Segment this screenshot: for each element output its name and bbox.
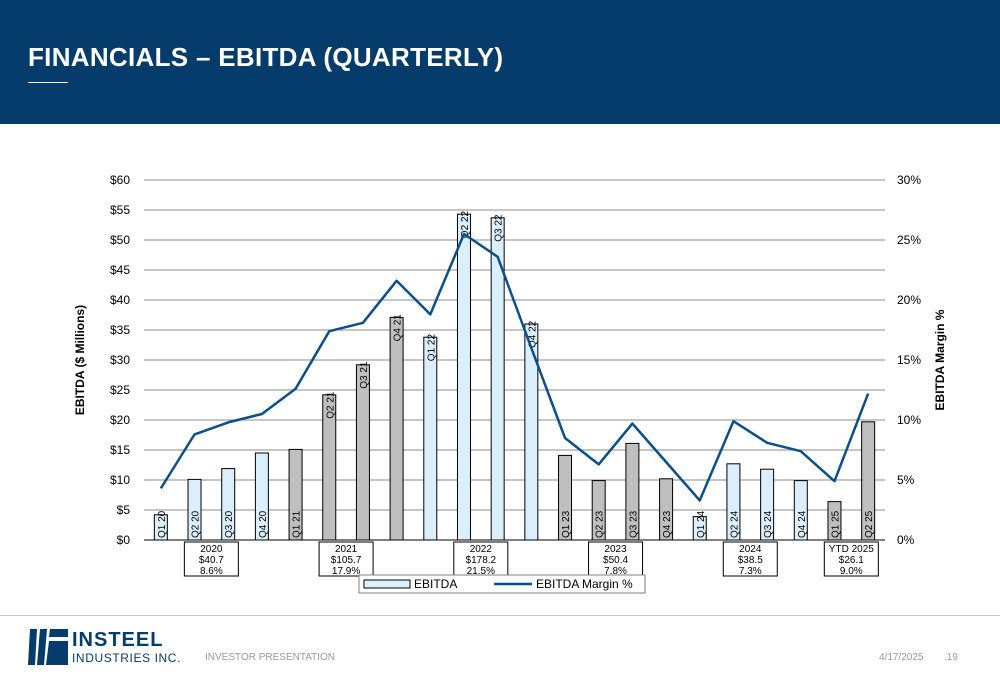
- y-tick-label: $15: [110, 443, 130, 457]
- annual-summary-text: $26.1: [839, 555, 864, 566]
- y-tick-label: $5: [117, 503, 131, 517]
- annual-summary-text: 9.0%: [840, 566, 863, 577]
- bar-ebitda: [524, 323, 539, 541]
- y-tick-label: $50: [110, 233, 130, 247]
- bar-category-label: Q4 23: [662, 510, 673, 538]
- line-ebitda-margin: [159, 232, 870, 502]
- annual-summary-box: [722, 541, 778, 577]
- bar-category-label: Q1 25: [830, 510, 841, 538]
- y-tick-label: $20: [110, 413, 130, 427]
- footer-divider: [0, 615, 1000, 616]
- annual-summary-text: 2020: [200, 544, 223, 555]
- y-axis-title: EBITDA ($ Millions): [73, 305, 87, 415]
- bar-category-label: Q2 20: [191, 510, 202, 538]
- header-banner: FINANCIALS – EBITDA (QUARTERLY): [0, 0, 1000, 124]
- annual-summary-text: 2024: [739, 544, 762, 555]
- bar-category-label: Q1 22: [426, 334, 437, 362]
- annual-summary-text: 7.8%: [604, 566, 627, 577]
- footer-date: 4/17/2025: [879, 652, 924, 663]
- bar-category-label: Q1 21: [292, 510, 303, 538]
- y2-tick-label: 5%: [897, 473, 915, 487]
- brand-subtitle: INDUSTRIES INC.: [72, 651, 182, 665]
- y-tick-label: $30: [110, 353, 130, 367]
- annual-summary-text: $50.4: [603, 555, 628, 566]
- annual-summary-text: 2022: [470, 544, 493, 555]
- annual-summary-text: 7.3%: [739, 566, 762, 577]
- footer-presentation-label: INVESTOR PRESENTATION: [205, 652, 336, 663]
- y2-tick-label: 10%: [897, 413, 921, 427]
- y2-tick-label: 0%: [897, 533, 915, 547]
- annual-summary-box: [453, 541, 509, 577]
- bar-ebitda: [355, 364, 370, 541]
- bar-category-label: Q3 22: [494, 214, 505, 242]
- annual-summary-text: 2021: [335, 544, 358, 555]
- bar-category-label: Q1 20: [157, 510, 168, 538]
- annual-summary-text: $105.7: [331, 555, 362, 566]
- annual-summary-text: YTD 2025: [829, 544, 874, 555]
- page-title: FINANCIALS – EBITDA (QUARTERLY): [28, 42, 504, 72]
- bar-category-label: Q4 24: [797, 510, 808, 538]
- y-tick-label: $45: [110, 263, 130, 277]
- annual-summary-box: [183, 541, 239, 577]
- annual-summary-text: $38.5: [738, 555, 763, 566]
- bar-category-label: Q1 23: [561, 510, 572, 538]
- bar-category-label: Q2 21: [325, 391, 336, 419]
- ebitda-chart: $0 $5 $10 $15 $20 $25 $30 $35 $40 $45 $50 $55 $60 0% 5…: [73, 173, 947, 594]
- annual-summary-box: [823, 541, 879, 577]
- insteel-logo-icon: [28, 629, 68, 665]
- y2-tick-label: 25%: [897, 233, 921, 247]
- annual-summary-text: 17.9%: [332, 566, 360, 577]
- y-tick-label: $25: [110, 383, 130, 397]
- legend-label-margin: EBITDA Margin %: [536, 577, 633, 591]
- y2-tick-label: 20%: [897, 293, 921, 307]
- bar-category-label: Q4 22: [527, 320, 538, 348]
- bar-category-label: Q2 24: [729, 510, 740, 538]
- bar-ebitda: [456, 213, 471, 541]
- y-tick-label: $0: [117, 533, 131, 547]
- annual-summary-text: $40.7: [199, 555, 224, 566]
- bar-category-label: Q2 22: [460, 211, 471, 239]
- legend-label-ebitda: EBITDA: [414, 577, 457, 591]
- y-tick-label: $40: [110, 293, 130, 307]
- y-tick-label: $35: [110, 323, 130, 337]
- bar-ebitda: [423, 336, 438, 541]
- legend-swatch-ebitda: [363, 579, 411, 589]
- brand-name: INSTEEL: [72, 629, 164, 651]
- bar-category-label: Q3 21: [359, 361, 370, 389]
- annual-summary-text: 2023: [604, 544, 627, 555]
- footer-page-number: .19: [944, 652, 958, 663]
- bar-category-label: Q4 21: [393, 314, 404, 342]
- annual-summary-text: $178.2: [466, 555, 497, 566]
- title-underline: [28, 82, 68, 83]
- bar-category-label: Q1 24: [696, 510, 707, 538]
- annual-summary-text: 8.6%: [200, 566, 223, 577]
- bar-category-label: Q3 24: [763, 510, 774, 538]
- y-tick-label: $60: [110, 173, 130, 187]
- y2-axis-title: EBITDA Margin %: [933, 309, 947, 410]
- bar-category-label: Q4 20: [258, 510, 269, 538]
- annual-summary-box: [318, 541, 374, 577]
- bar-category-label: Q2 25: [864, 510, 875, 538]
- annual-summary-text: 21.5%: [467, 566, 495, 577]
- y2-tick-label: 15%: [897, 353, 921, 367]
- bar-ebitda: [389, 316, 404, 541]
- bar-category-label: Q3 23: [628, 510, 639, 538]
- y-tick-label: $55: [110, 203, 130, 217]
- bar-category-label: Q2 23: [595, 510, 606, 538]
- bar-category-label: Q3 20: [224, 510, 235, 538]
- y2-tick-label: 30%: [897, 173, 921, 187]
- y-tick-label: $10: [110, 473, 130, 487]
